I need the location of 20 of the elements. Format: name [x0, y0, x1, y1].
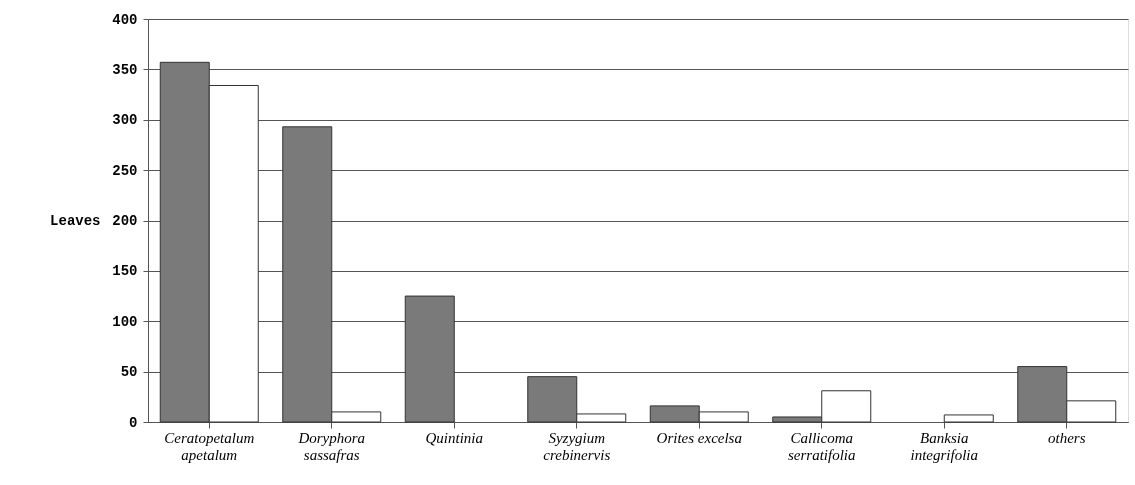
- x-tick-label: Banksia integrifolia: [910, 429, 978, 463]
- y-tick-label: 200: [112, 213, 138, 229]
- bar: [943, 414, 994, 423]
- x-tick-label: Orites excelsa: [656, 429, 742, 446]
- x-tick-label: Callicoma serratifolia: [787, 429, 856, 463]
- y-tick-label: 350: [112, 61, 138, 78]
- y-tick-label: 100: [112, 313, 138, 330]
- y-tick-label: 50: [120, 364, 138, 381]
- x-tick-label: Doryphora sassafras: [297, 429, 366, 463]
- y-tick-label: 400: [112, 11, 138, 28]
- y-tick-label: 300: [112, 112, 138, 129]
- y-tick-label: 150: [112, 263, 138, 280]
- x-tick-label: Quintinia: [425, 429, 484, 446]
- y-tick-label: 250: [112, 162, 138, 179]
- bar: [404, 295, 455, 423]
- x-tick-label: Ceratopetalum apetalum: [164, 429, 255, 463]
- x-tick-label: Syzygium crebinervis: [543, 429, 611, 463]
- x-tick-label: others: [1048, 429, 1086, 446]
- y-tick-label: 0: [129, 414, 138, 431]
- y-axis-title: Leaves: [50, 212, 101, 229]
